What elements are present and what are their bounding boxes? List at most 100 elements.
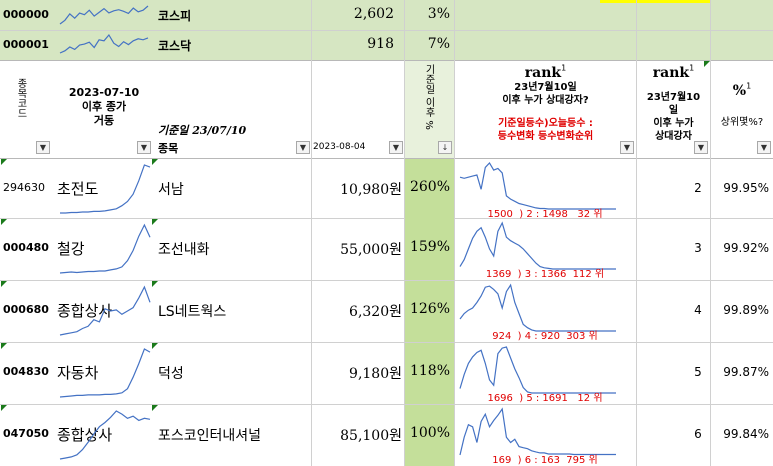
- stock-pct: 118%: [409, 363, 450, 379]
- stock-rank: 5: [694, 365, 702, 379]
- stock-pct: 159%: [409, 239, 450, 255]
- stock-sector: 자동차: [57, 364, 99, 382]
- rank-sparkline: [459, 283, 616, 332]
- stock-price: 55,000원: [340, 242, 402, 258]
- filter-button-rankchart[interactable]: ▼: [620, 141, 634, 154]
- stock-code: 294630: [3, 181, 45, 194]
- filter-button-code[interactable]: ▼: [36, 141, 50, 154]
- stock-price: 9,180원: [349, 366, 402, 382]
- comment-indicator: [152, 159, 158, 165]
- index-pct: 3%: [427, 6, 450, 22]
- filter-button-name[interactable]: ▼: [296, 141, 310, 154]
- rankchart-subtitle: 23년7월10일 이후 누가 상대강자?: [502, 82, 589, 106]
- filter-button-date[interactable]: ▼: [389, 141, 403, 154]
- index-pct: 7%: [427, 36, 450, 52]
- stock-top-ratio: 99.89%: [723, 303, 769, 317]
- filter-button-ratio[interactable]: ▼: [757, 141, 771, 154]
- stock-top-ratio: 99.92%: [723, 241, 769, 255]
- stock-name: 포스코인터내셔널: [158, 428, 262, 444]
- stock-name: LS네트웍스: [158, 304, 227, 320]
- sparkline-path: [59, 285, 151, 336]
- rank-change-text: 924 ) 4 : 920 303 위: [492, 331, 598, 342]
- ratio-sup: 1: [746, 81, 752, 91]
- sparkline-path: [459, 221, 616, 270]
- sparkline-path: [459, 283, 616, 332]
- ratio-subtitle: 상위몇%?: [720, 117, 764, 128]
- comment-indicator: [704, 61, 710, 67]
- price-sparkline: [60, 164, 151, 214]
- rank-subtitle: 23년7월10 일 이후 누가 상대강자: [646, 92, 701, 142]
- sparkline-path: [459, 346, 616, 394]
- pct-cell-fill: [405, 343, 454, 404]
- stock-pct: 126%: [409, 301, 450, 317]
- sparkline-path: [459, 162, 616, 210]
- stock-price: 85,100원: [340, 428, 402, 444]
- stock-code: 004830: [3, 365, 49, 378]
- stock-pct: 260%: [409, 179, 450, 195]
- rank-sparkline: [459, 221, 616, 270]
- sparkline-path: [60, 164, 151, 214]
- stock-name: 서남: [158, 182, 184, 198]
- stock-top-ratio: 99.87%: [723, 365, 769, 379]
- yellow-band: [600, 0, 710, 3]
- stock-code: 047050: [3, 427, 49, 440]
- rankchart-sup: 1: [561, 63, 567, 73]
- stock-price: 6,320원: [349, 304, 402, 320]
- rank-change-text: 1696 ) 5 : 1691 12 위: [487, 393, 603, 404]
- stock-sector: 종합상사: [57, 302, 113, 320]
- header-code: 종목코드: [15, 78, 26, 118]
- comment-indicator: [1, 405, 7, 411]
- comment-indicator: [1, 281, 7, 287]
- stock-code: 000480: [3, 241, 49, 254]
- sort-button-pct[interactable]: ↓: [438, 141, 452, 154]
- rank-sup: 1: [689, 63, 695, 73]
- comment-indicator: [152, 405, 158, 411]
- index-name: 코스피: [158, 9, 192, 23]
- stock-rank: 2: [694, 181, 702, 195]
- stock-sector: 종합상사: [57, 426, 113, 444]
- sparkline-path: [59, 348, 151, 398]
- price-sparkline: [59, 223, 151, 274]
- price-sparkline: [59, 410, 151, 460]
- stock-name: 덕성: [158, 366, 184, 382]
- comment-indicator: [152, 343, 158, 349]
- header-base-date: 기준일 23/07/10: [158, 124, 247, 137]
- comment-indicator: [152, 219, 158, 225]
- stock-pct: 100%: [409, 425, 450, 441]
- header-date: 2023-08-04: [313, 142, 366, 152]
- index-code: 000000: [3, 8, 49, 21]
- sparkline-path: [459, 407, 616, 456]
- index-value: 2,602: [353, 6, 394, 22]
- pct-cell-fill: [405, 281, 454, 342]
- pct-cell-fill: [405, 219, 454, 280]
- index-value: 918: [367, 36, 394, 52]
- rankchart-red-legend: 기준일등수)오늘등수 : 등수변화 등수변화순위: [497, 118, 594, 142]
- index-sparkline: [59, 33, 149, 54]
- index-sparkline: [59, 5, 149, 25]
- stock-price: 10,980원: [340, 182, 402, 198]
- price-sparkline: [59, 348, 151, 398]
- rank-change-text: 1500 ) 2 : 1498 32 위: [487, 209, 603, 220]
- stock-sector: 철강: [57, 240, 85, 258]
- header-rankchart: rank1 23년7월10일 이후 누가 상대강자? 기준일등수)오늘등수 : …: [455, 62, 636, 143]
- filter-button-rank[interactable]: ▼: [694, 141, 708, 154]
- rank-change-text: 169 ) 6 : 163 795 위: [492, 455, 598, 466]
- price-sparkline: [59, 285, 151, 336]
- rank-sparkline: [459, 407, 616, 456]
- ratio-title: %: [732, 83, 747, 99]
- rank-title: rank: [652, 65, 690, 81]
- rankchart-rank-label: rank: [524, 65, 562, 81]
- filter-button-chart[interactable]: ▼: [137, 141, 151, 154]
- sparkline-path: [59, 410, 151, 460]
- header-name: 종목: [158, 142, 179, 155]
- stock-rank: 3: [694, 241, 702, 255]
- stock-top-ratio: 99.84%: [723, 427, 769, 441]
- stock-code: 000680: [3, 303, 49, 316]
- sparkline-path: [59, 33, 149, 54]
- comment-indicator: [1, 159, 7, 165]
- header-rank: rank1 23년7월10 일 이후 누가 상대강자: [637, 62, 710, 143]
- stock-top-ratio: 99.95%: [723, 181, 769, 195]
- stock-name: 조선내화: [158, 242, 210, 258]
- sparkline-path: [59, 5, 149, 25]
- header-pct: 기준일 이후 %: [423, 64, 434, 130]
